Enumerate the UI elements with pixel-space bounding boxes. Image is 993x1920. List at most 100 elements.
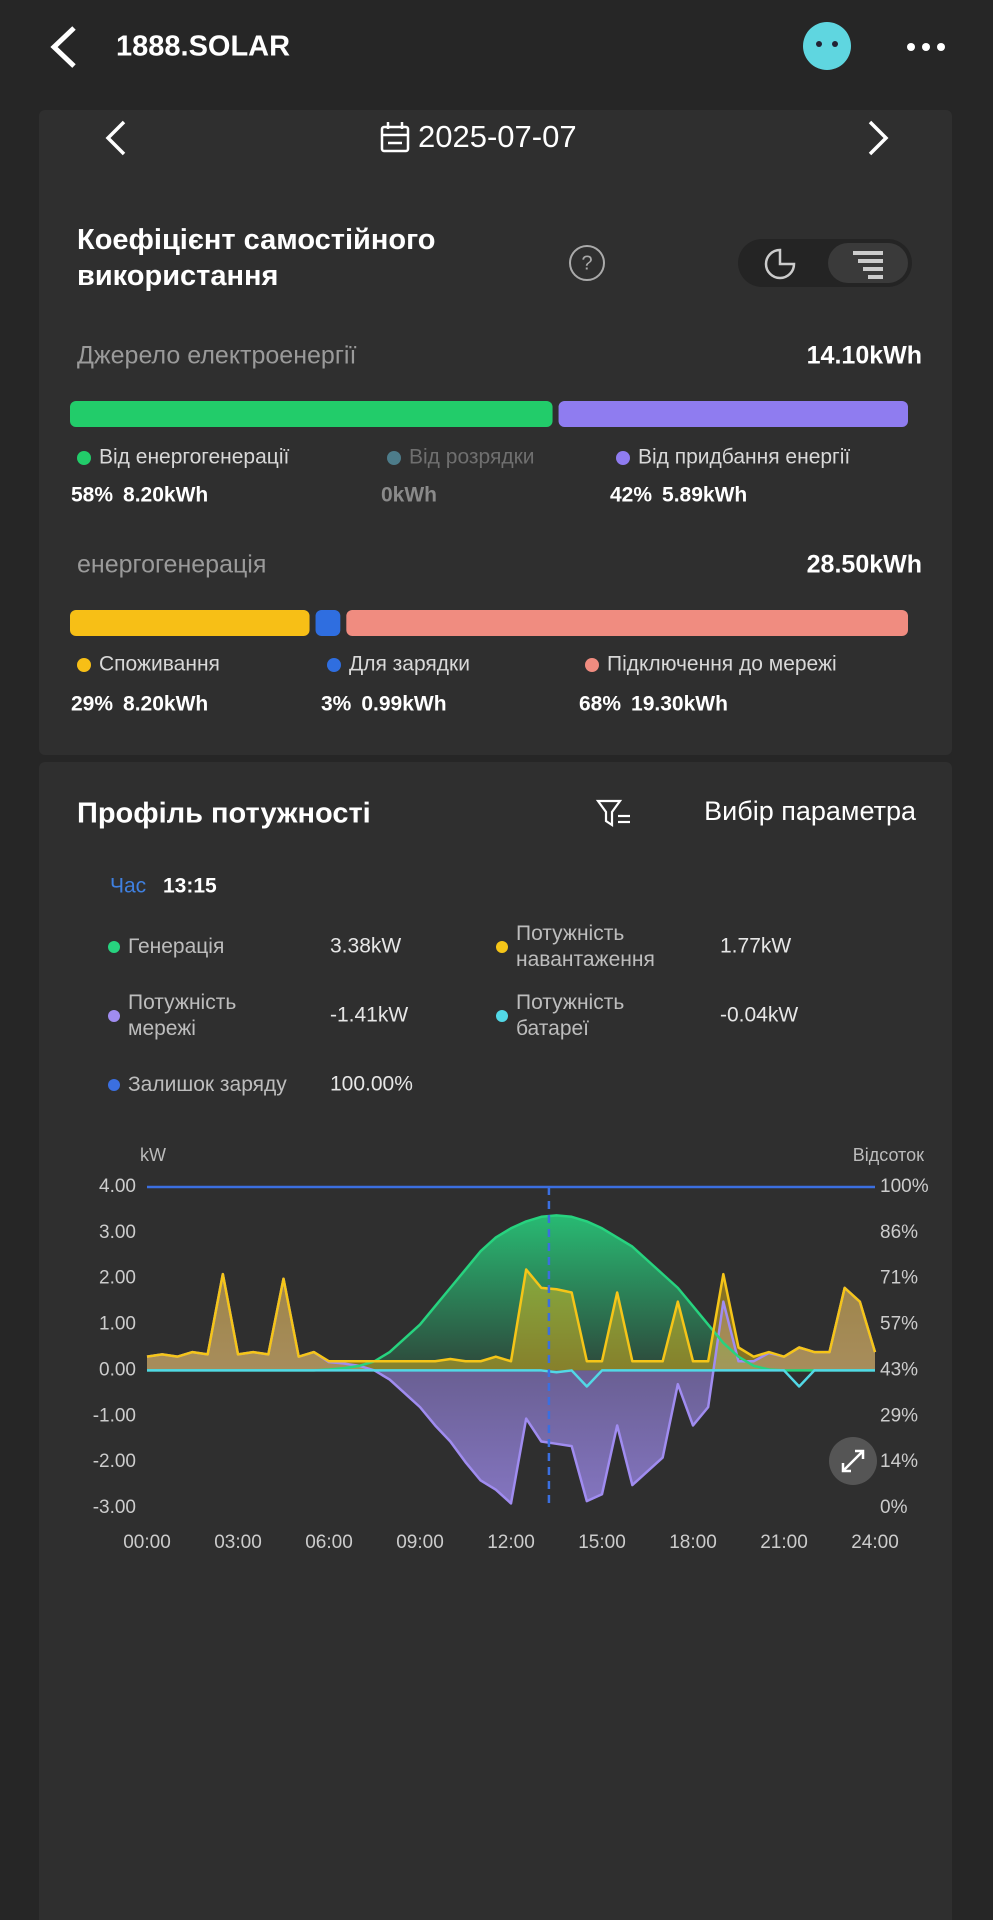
y-tick-label: -1.00 (93, 1405, 136, 1426)
share-value: 8.20kWh (123, 693, 208, 716)
y-tick-label: 3.00 (99, 1222, 136, 1243)
y2-tick-label: 71% (880, 1268, 918, 1289)
share-percent: 3% (321, 693, 352, 716)
legend-dot (387, 451, 401, 465)
share-percent: 42% (610, 484, 652, 507)
y-tick-label: 4.00 (99, 1176, 136, 1197)
x-tick-label: 21:00 (760, 1532, 808, 1553)
reading-name-box: Потужність мережі (128, 991, 237, 1040)
y-axis-label: kW (140, 1145, 166, 1165)
app-title: 1888.SOLAR (116, 31, 290, 63)
legend-dot (77, 658, 91, 672)
reading-name-box: Потужність навантаження (516, 922, 655, 971)
x-tick-label: 09:00 (396, 1532, 444, 1553)
legend-label: Підключення до мережі (607, 653, 837, 676)
legend-label: Від енергогенерації (99, 446, 289, 469)
y2-tick-label: 14% (880, 1451, 918, 1472)
series-line (146, 1268, 877, 1363)
share-percent: 29% (71, 693, 113, 716)
reading-name: Потужність навантаження (516, 922, 655, 971)
reading-name-box: Потужність батареї (516, 991, 625, 1040)
section-total: 14.10kWh (807, 342, 922, 370)
reading-name: Генерація (128, 935, 225, 958)
y2-tick-label: 43% (880, 1359, 918, 1380)
y-tick-label: -2.00 (93, 1451, 136, 1472)
reading-name-box: Залишок заряду (128, 1073, 287, 1096)
y2-tick-label: 86% (880, 1222, 918, 1243)
reading-name-box: Генерація (128, 935, 225, 958)
prev-date[interactable] (105, 120, 126, 156)
series-area (147, 1269, 875, 1371)
reading-name: Потужність мережі (128, 991, 237, 1040)
back-button[interactable] (50, 26, 76, 68)
parameter-select[interactable]: Вибір параметра (704, 796, 917, 826)
x-tick-label: 00:00 (123, 1532, 171, 1553)
section-label: Джерело електроенергії (77, 342, 356, 370)
share-value: 0.99kWh (361, 693, 446, 716)
x-tick-label: 03:00 (214, 1532, 262, 1553)
legend-dot (327, 658, 341, 672)
series-area (147, 1274, 875, 1504)
y2-tick-label: 0% (880, 1497, 908, 1518)
more-button[interactable] (907, 43, 945, 51)
share-value: 19.30kWh (631, 693, 728, 716)
share-bar (70, 401, 553, 427)
x-tick-label: 24:00 (851, 1532, 899, 1553)
y-tick-label: 0.00 (99, 1359, 136, 1380)
reading-dot (108, 941, 120, 953)
x-tick-label: 18:00 (669, 1532, 717, 1553)
help-mark: ? (581, 252, 592, 274)
legend-label: Для зарядки (349, 653, 470, 676)
legend-dot (585, 658, 599, 672)
card-title: Коефіцієнт самостійного використання (77, 224, 436, 292)
next-date[interactable] (868, 120, 889, 156)
share-percent: 58% (71, 484, 113, 507)
help-icon[interactable] (569, 245, 605, 281)
calendar-icon (380, 122, 410, 153)
reading-value: -1.41kW (330, 1004, 408, 1027)
share-bar (346, 610, 908, 636)
legend-label: Від придбання енергії (638, 446, 850, 469)
expand-button[interactable] (829, 1437, 877, 1485)
share-value: 5.89kWh (662, 484, 747, 507)
y-tick-label: 1.00 (99, 1314, 136, 1335)
reading-dot (108, 1079, 120, 1091)
legend-dot (616, 451, 630, 465)
section-label: енергогенерація (77, 551, 266, 579)
x-tick-label: 15:00 (578, 1532, 626, 1553)
card-title-box: Коефіцієнт самостійного використання (77, 224, 436, 292)
avatar[interactable] (803, 22, 851, 70)
reading-value: -0.04kW (720, 1004, 798, 1027)
y-tick-label: -3.00 (93, 1497, 136, 1518)
reading-name: Залишок заряду (128, 1073, 287, 1096)
legend-dot (77, 451, 91, 465)
series-line (147, 1369, 875, 1388)
legend-label: Від розрядки (409, 446, 535, 469)
reading-dot (496, 1010, 508, 1022)
y2-axis-label: Відсоток (853, 1145, 924, 1165)
share-bar (70, 610, 310, 636)
x-tick-label: 12:00 (487, 1532, 535, 1553)
date[interactable]: 2025-07-07 (418, 119, 577, 154)
share-value: 8.20kWh (123, 484, 208, 507)
share-percent: 68% (579, 693, 621, 716)
series-area (147, 1215, 875, 1371)
reading-value: 100.00% (330, 1073, 413, 1096)
list-icon[interactable] (853, 251, 883, 279)
x-tick-label: 06:00 (305, 1532, 353, 1553)
share-bar (315, 610, 341, 636)
legend-label: Споживання (99, 653, 220, 676)
time-label: Час (110, 875, 146, 898)
y2-tick-label: 57% (880, 1314, 918, 1335)
reading-name: Потужність батареї (516, 991, 625, 1040)
share-bar (558, 401, 908, 427)
y2-tick-label: 29% (880, 1405, 918, 1426)
section-title: Профіль потужності (77, 798, 371, 830)
pie-icon[interactable] (764, 248, 796, 280)
filter-icon[interactable] (595, 799, 630, 828)
reading-value: 3.38kW (330, 935, 401, 958)
y-tick-label: 2.00 (99, 1268, 136, 1289)
section-total: 28.50kWh (807, 551, 922, 579)
